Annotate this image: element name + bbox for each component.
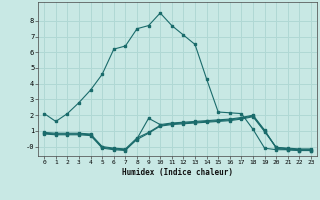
X-axis label: Humidex (Indice chaleur): Humidex (Indice chaleur)	[122, 168, 233, 177]
